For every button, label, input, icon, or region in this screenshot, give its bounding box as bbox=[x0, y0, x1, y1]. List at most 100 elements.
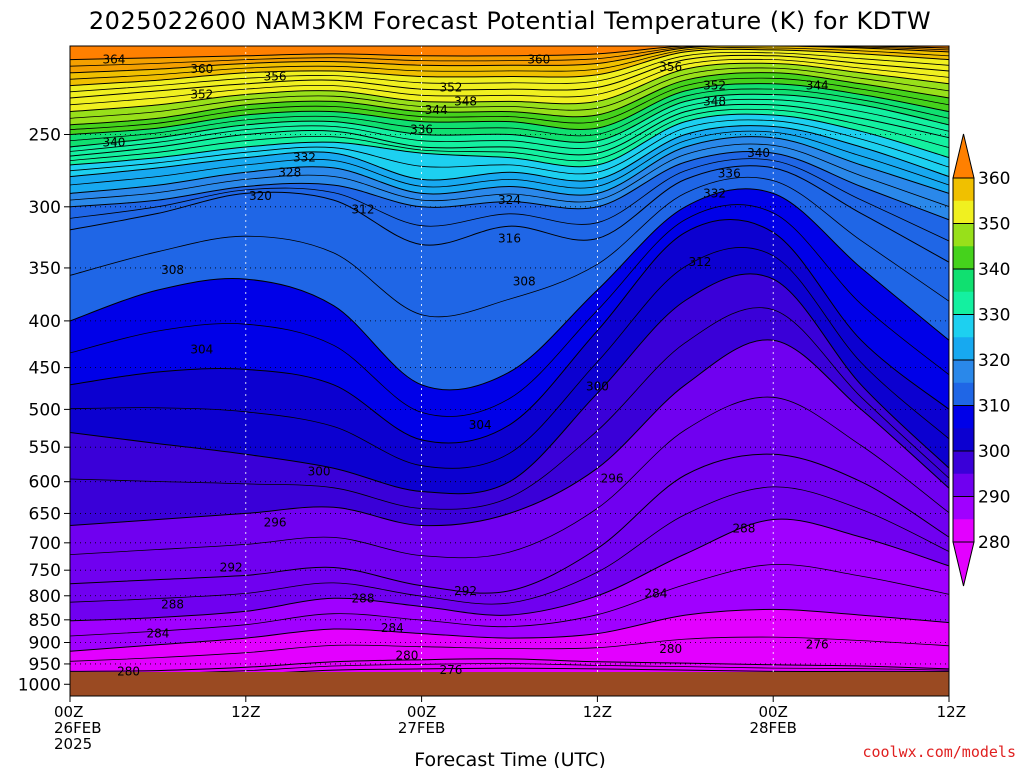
plot-frame bbox=[69, 45, 950, 697]
colorbar-swatch bbox=[953, 473, 974, 497]
contour-label: 312 bbox=[352, 202, 375, 216]
chart-title: 2025022600 NAM3KM Forecast Potential Tem… bbox=[89, 7, 931, 35]
colorbar-tick-label: 330 bbox=[978, 306, 1010, 326]
contour-label: 340 bbox=[102, 135, 125, 149]
colorbar-swatch bbox=[953, 223, 974, 247]
y-tick-label: 250 bbox=[29, 125, 61, 145]
colorbar-swatch bbox=[953, 519, 974, 543]
isentrope-line-350 bbox=[70, 58, 949, 106]
isentrope-line-330 bbox=[70, 108, 949, 162]
isentrope-line-282 bbox=[70, 636, 949, 662]
isentrope-line-314 bbox=[70, 158, 949, 242]
isentrope-line-356 bbox=[70, 48, 949, 87]
isentrope-line-308 bbox=[70, 188, 949, 391]
isentrope-line-318 bbox=[70, 143, 949, 207]
colorbar-swatch bbox=[953, 382, 974, 406]
y-tick-label: 450 bbox=[29, 359, 61, 379]
isentrope-line-298 bbox=[70, 307, 949, 510]
contour-label: 356 bbox=[659, 60, 682, 74]
colorbar-tick-label: 350 bbox=[978, 215, 1010, 235]
colorbar-tick-label: 340 bbox=[978, 260, 1010, 280]
contour-label: 288 bbox=[732, 521, 755, 535]
y-tick-label: 400 bbox=[29, 312, 61, 332]
isentrope-line-316 bbox=[70, 151, 949, 221]
colorbar-max-arrow bbox=[952, 133, 975, 179]
isentrope-line-320 bbox=[70, 136, 949, 196]
isentrope-line-338 bbox=[70, 88, 949, 142]
y-tick-label: 750 bbox=[29, 561, 61, 581]
isentrope-line-336 bbox=[70, 93, 949, 148]
contour-label: 280 bbox=[659, 642, 682, 656]
isentrope-line-364 bbox=[70, 46, 949, 61]
x-tick-label: 2025 bbox=[54, 735, 92, 753]
colorbar-swatch bbox=[953, 178, 974, 202]
contour-label: 364 bbox=[102, 53, 125, 67]
colorbar-swatch bbox=[953, 269, 974, 293]
contour-label-layer: 3643603523563523603483443363563523483443… bbox=[102, 53, 828, 679]
contour-label: 292 bbox=[220, 561, 243, 575]
isentrope-line-324 bbox=[70, 125, 949, 182]
contour-label: 308 bbox=[161, 263, 184, 277]
isentrope-line-288 bbox=[70, 518, 949, 622]
isentrope-line-300 bbox=[70, 273, 949, 495]
colorbar-tick-label: 310 bbox=[978, 397, 1010, 417]
contour-label: 284 bbox=[645, 586, 668, 600]
isentrope-line-328 bbox=[70, 113, 949, 168]
colorbar-tick-label: 360 bbox=[978, 169, 1010, 189]
x-tick-label: 12Z bbox=[937, 703, 966, 721]
y-tick-label: 350 bbox=[29, 259, 61, 279]
colorbar-swatch bbox=[953, 314, 974, 338]
isentrope-line-334 bbox=[70, 98, 949, 152]
x-axis-label: Forecast Time (UTC) bbox=[414, 749, 605, 768]
contour-label: 324 bbox=[498, 193, 521, 207]
y-tick-label: 850 bbox=[29, 611, 61, 631]
contour-label: 300 bbox=[586, 380, 609, 394]
colorbar-swatch bbox=[953, 405, 974, 429]
isentrope-line-344 bbox=[70, 72, 949, 126]
contour-label: 296 bbox=[601, 471, 624, 485]
contour-label: 348 bbox=[703, 94, 726, 108]
grid-layer bbox=[70, 46, 949, 696]
x-tick-label: 00Z bbox=[54, 703, 83, 721]
contour-label: 332 bbox=[703, 186, 726, 200]
contour-label: 340 bbox=[747, 146, 770, 160]
isentrope-line-342 bbox=[70, 77, 949, 131]
x-tick-label: 00Z bbox=[407, 703, 436, 721]
isentrope-line-278 bbox=[70, 663, 949, 675]
colorbar-swatch bbox=[953, 428, 974, 452]
colorbar-min-arrow bbox=[952, 541, 975, 587]
colorbar-tick-label: 320 bbox=[978, 351, 1010, 371]
contour-label: 344 bbox=[806, 79, 829, 93]
colorbar-swatch bbox=[953, 451, 974, 475]
y-tick-label: 650 bbox=[29, 504, 61, 524]
isentrope-line-326 bbox=[70, 119, 949, 175]
contour-label: 312 bbox=[688, 255, 711, 269]
contour-label: 288 bbox=[161, 598, 184, 612]
x-tick-label: 12Z bbox=[231, 703, 260, 721]
y-tick-label: 1000 bbox=[18, 675, 61, 695]
contour-label: 280 bbox=[395, 648, 418, 662]
theta-fill-layer bbox=[70, 46, 949, 696]
colorbar: 360 350 340 330 320 310 300 290 280 bbox=[952, 133, 1010, 587]
isentrope-layer bbox=[70, 46, 949, 677]
colorbar-tick-label: 290 bbox=[978, 488, 1010, 508]
contour-label: 344 bbox=[425, 103, 448, 117]
isentrope-line-294 bbox=[70, 396, 949, 559]
contour-label: 284 bbox=[146, 627, 169, 641]
contour-label: 276 bbox=[806, 638, 829, 652]
contour-label: 300 bbox=[308, 465, 331, 479]
contour-label: 304 bbox=[469, 418, 492, 432]
isentrope-line-312 bbox=[70, 165, 949, 263]
contour-label: 296 bbox=[264, 515, 287, 529]
contour-label: 292 bbox=[454, 584, 477, 598]
credit-text: coolwx.com/models bbox=[862, 743, 1016, 761]
contour-label: 360 bbox=[527, 53, 550, 67]
x-tick-label: 26FEB bbox=[54, 719, 101, 737]
y-tick-label: 300 bbox=[29, 198, 61, 218]
isentrope-line-348 bbox=[70, 62, 949, 113]
y-axis: 2503003504004505005506006507007508008509… bbox=[18, 125, 70, 695]
x-tick-label: 12Z bbox=[583, 703, 612, 721]
contour-label: 336 bbox=[718, 167, 741, 181]
contour-label: 356 bbox=[264, 70, 287, 84]
